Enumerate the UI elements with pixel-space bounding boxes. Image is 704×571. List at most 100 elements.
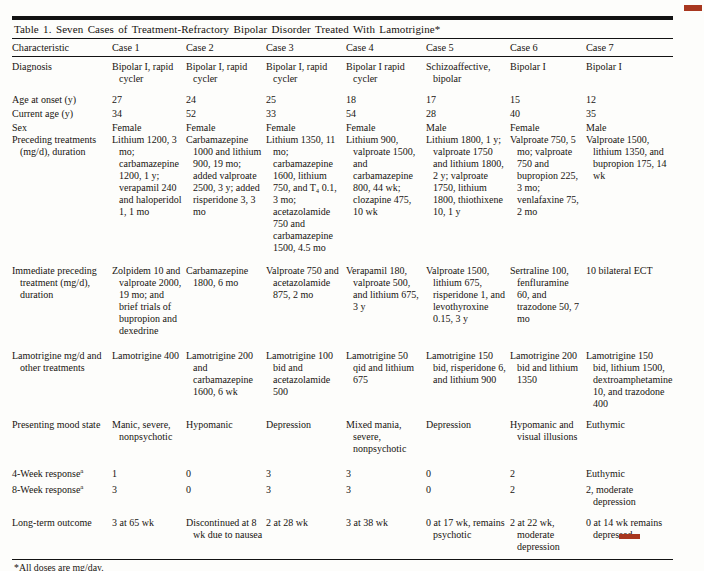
cell: Carbamazepine 1800, 6 mo [186,265,266,350]
column-header-case7: Case 7 [586,39,673,57]
red-scan-mark-bottom [619,534,640,539]
cell: Valproate 750 and acetazolamide 875, 2 m… [266,265,346,350]
row-label-text: 8-Week response [12,484,80,495]
cell: 40 [510,108,586,122]
header-row: Characteristic Case 1 Case 2 Case 3 Case… [12,39,673,57]
cell: Female [186,122,266,134]
cell: 3 [266,468,346,484]
cell: 17 [426,94,510,108]
cell: Lithium 1200, 3 mo; carbamazepine 1200, … [112,134,186,265]
cell: 15 [510,94,586,108]
cell: 2 at 28 wk [266,517,346,559]
cell: 34 [112,108,186,122]
cell: Lithium 1350, 11 mo; carbamazepine 1600,… [266,134,346,265]
cell: 0 [426,468,510,484]
cell: 3 [346,468,426,484]
cell: Female [266,122,346,134]
table-row-age-onset: Age at onset (y) 27 24 25 18 17 15 12 [12,94,673,108]
column-header-characteristic: Characteristic [12,39,112,57]
cell: Discontinued at 8 wk due to nausea [186,517,266,559]
cell: Lamotrigine 400 [112,350,186,419]
cell: 52 [186,108,266,122]
cell: Lamotrigine 200 and carbamazepine 1600, … [186,350,266,419]
table-row-sex: Sex Female Female Female Female Male Fem… [12,122,673,134]
table-row-4week-response: 4-Week responsea 1 0 3 3 0 2 Euthymic [12,468,673,484]
row-label: Diagnosis [12,57,112,95]
cell: 24 [186,94,266,108]
cell: Euthymic [586,468,673,484]
cell: Valproate 1500, lithium 1350, and buprop… [586,134,673,265]
cell: Bipolar I rapid cycler [346,57,426,95]
row-label: Presenting mood state [12,419,112,468]
cell: 18 [346,94,426,108]
table-row-preceding-treatments: Preceding treatments (mg/d), duration Li… [12,134,673,265]
row-label: Long-term outcome [12,517,112,559]
cell: 2, moderate depression [586,484,673,517]
cell: 3 at 65 wk [112,517,186,559]
cell: Mixed mania, severe, nonpsychotic [346,419,426,468]
cell: Lithium 900, valproate 1500, and carbama… [346,134,426,265]
column-header-case5: Case 5 [426,39,510,57]
row-label: Preceding treatments (mg/d), duration [12,134,112,265]
cell: Lamotrigine 50 qid and lithium 675 [346,350,426,419]
footnote-marker: a [80,483,83,491]
cell: Bipolar I, rapid cycler [266,57,346,95]
scanned-paper-page: Table 1. Seven Cases of Treatment-Refrac… [0,0,704,571]
cell: Male [426,122,510,134]
table-row-lamotrigine: Lamotrigine mg/d and other treatments La… [12,350,673,419]
row-label: Current age (y) [12,108,112,122]
cell: Female [346,122,426,134]
cell: 0 [186,468,266,484]
cell: Depression [266,419,346,468]
row-label: Immediate preceding treatment (mg/d), du… [12,265,112,350]
cell: Female [112,122,186,134]
table-row-presenting-mood: Presenting mood state Manic, severe, non… [12,419,673,468]
cell: 3 at 38 wk [346,517,426,559]
column-header-case3: Case 3 [266,39,346,57]
cell: Lamotrigine 100 bid and acetazolamide 50… [266,350,346,419]
cell: Schizoaffective, bipolar [426,57,510,95]
cases-table: Characteristic Case 1 Case 2 Case 3 Case… [12,39,673,559]
cell: Lithium 1800, 1 y; valproate 1750 and li… [426,134,510,265]
cell: Lamotrigine 200 bid and lithium 1350 [510,350,586,419]
cell: Male [586,122,673,134]
cell: Bipolar I [586,57,673,95]
cell: 27 [112,94,186,108]
row-label: 8-Week responsea [12,484,112,517]
column-header-case6: Case 6 [510,39,586,57]
cell: 2 at 22 wk, moderate depression [510,517,586,559]
table-row-diagnosis: Diagnosis Bipolar I, rapid cycler Bipola… [12,57,673,95]
cell: 3 [112,484,186,517]
cell: Lamotrigine 150 bid, lithium 1500, dextr… [586,350,673,419]
cell: 54 [346,108,426,122]
cell: Lamotrigine 150 bid, risperidone 6, and … [426,350,510,419]
cell: Hypomanic [186,419,266,468]
cell: 0 [426,484,510,517]
cell: 33 [266,108,346,122]
cell: Bipolar I, rapid cycler [186,57,266,95]
cell: Sertraline 100, fenfluramine 60, and tra… [510,265,586,350]
table-row-longterm-outcome: Long-term outcome 3 at 65 wk Discontinue… [12,517,673,559]
column-header-case4: Case 4 [346,39,426,57]
cell: 12 [586,94,673,108]
cell: 28 [426,108,510,122]
footnote-marker: a [80,467,83,475]
cell: Manic, severe, nonpsychotic [112,419,186,468]
table-row-immediate-preceding: Immediate preceding treatment (mg/d), du… [12,265,673,350]
cell: Bipolar I [510,57,586,95]
cell: Female [510,122,586,134]
row-label: Lamotrigine mg/d and other treatments [12,350,112,419]
table-row-8week-response: 8-Week responsea 3 0 3 3 0 2 2, moderate… [12,484,673,517]
cell: 1 [112,468,186,484]
cell: 2 [510,484,586,517]
column-header-case1: Case 1 [112,39,186,57]
cell: 0 at 17 wk, remains psychotic [426,517,510,559]
cell: Hypomanic and visual illusions [510,419,586,468]
cell: 3 [266,484,346,517]
table-container: Table 1. Seven Cases of Treatment-Refrac… [12,16,673,571]
cell: Valproate 750, 5 mo; valproate 750 and b… [510,134,586,265]
row-label: Sex [12,122,112,134]
column-header-case2: Case 2 [186,39,266,57]
cell: 3 [346,484,426,517]
cell: Bipolar I, rapid cycler [112,57,186,95]
